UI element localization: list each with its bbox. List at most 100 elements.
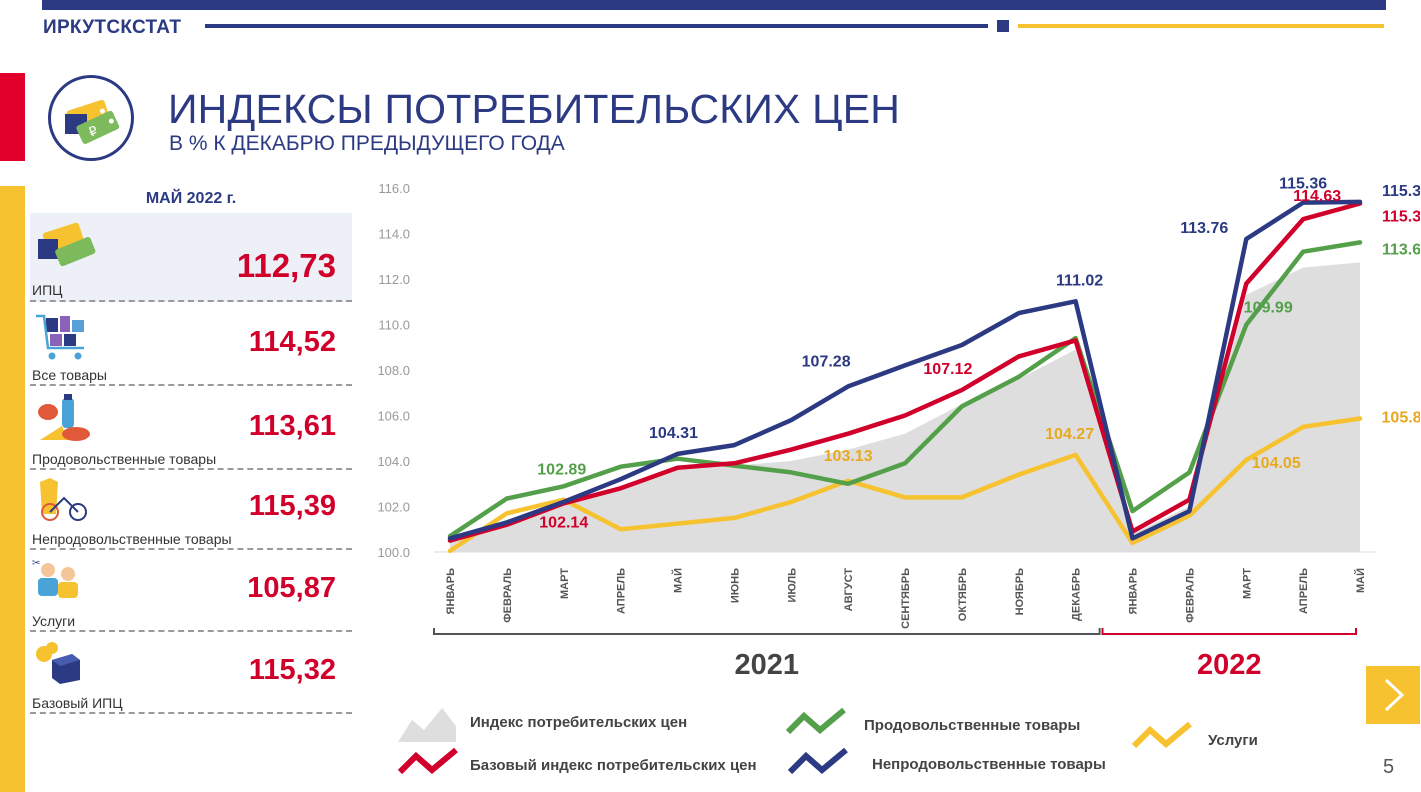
- cpi-line-chart: 100.0 102.0 104.0 106.0 108.0 110.0 112.0 114.0…: [377, 176, 1420, 681]
- data-label: 113.61: [1382, 241, 1420, 258]
- x-tick-label: ОКТЯБРЬ: [957, 568, 969, 621]
- sidebar-item-nonfood: 115,39 Непродовольственные товары: [30, 470, 352, 550]
- data-label: 103.13: [824, 448, 873, 465]
- data-label: 105.87: [1382, 409, 1420, 426]
- x-tick-label: ДЕКАБРЬ: [1071, 568, 1083, 621]
- y-tick-label: 104.0: [377, 454, 410, 469]
- data-label: 102.14: [539, 514, 588, 531]
- x-tick-label: АВГУСТ: [843, 568, 855, 612]
- sidebar-value-nonfood: 115,39: [248, 490, 336, 522]
- legend-core: Базовый индекс потребительских цен: [470, 757, 757, 774]
- sidebar-value-services: 105,87: [247, 572, 336, 604]
- data-label: 107.28: [802, 353, 851, 370]
- sidebar-value-all-goods: 114,52: [248, 326, 336, 358]
- legend-services: Услуги: [1208, 732, 1258, 749]
- legend-nonfood: Непродовольственные товары: [872, 756, 1106, 773]
- series-line-4: [447, 416, 1363, 554]
- data-label: 104.31: [649, 425, 698, 442]
- brand-name: ИРКУТСКСТАТ: [43, 17, 182, 38]
- sidebar-label-services: Услуги: [32, 613, 76, 629]
- legend-core-symbol: [396, 746, 460, 781]
- yellow-tab: [0, 186, 25, 792]
- red-tab: [0, 73, 25, 161]
- x-tick-label: АПРЕЛЬ: [616, 568, 628, 614]
- brand-line-yellow: [1018, 24, 1384, 28]
- x-tick-label: ФЕВРАЛЬ: [1184, 568, 1196, 623]
- data-label: 102.89: [537, 461, 586, 478]
- next-slide-button[interactable]: [1366, 666, 1420, 724]
- x-tick-label: НОЯБРЬ: [1014, 568, 1026, 616]
- sidebar-item-services: ✂ 105,87 Услуги: [30, 552, 352, 632]
- year-label: 2021: [735, 649, 800, 681]
- data-label: 104.05: [1252, 455, 1301, 472]
- series-area-cpi: [450, 262, 1360, 552]
- sidebar-label-nonfood: Непродовольственные товары: [32, 531, 232, 547]
- x-tick-label: ИЮЛЬ: [786, 568, 798, 603]
- data-label: 109.99: [1244, 300, 1293, 317]
- y-tick-label: 114.0: [378, 227, 410, 242]
- coins-box-icon: [32, 642, 86, 691]
- data-label: 107.12: [923, 361, 972, 378]
- y-tick-label: 106.0: [377, 409, 410, 424]
- top-bar: [42, 0, 1386, 10]
- page-title: ИНДЕКСЫ ПОТРЕБИТЕЛЬСКИХ ЦЕН: [168, 86, 901, 132]
- svg-text:✂: ✂: [32, 558, 40, 569]
- sidebar-value-core-cpi: 115,32: [248, 654, 336, 686]
- data-label: 115.36: [1279, 176, 1327, 193]
- food-icon: [34, 392, 94, 449]
- legend-nonfood-symbol: [786, 746, 850, 781]
- x-tick-label: МАРТ: [559, 568, 571, 599]
- y-tick-label: 112.0: [378, 272, 410, 287]
- brand-square: [997, 20, 1009, 32]
- data-label: 113.76: [1180, 220, 1228, 237]
- data-label: 114.63: [1293, 188, 1341, 205]
- x-tick-label: ФЕВРАЛЬ: [502, 568, 514, 623]
- legend-food: Продовольственные товары: [864, 717, 1081, 734]
- price-tags-icon: [34, 217, 100, 274]
- data-label: 111.02: [1056, 272, 1103, 289]
- x-tick-label: ЯНВАРЬ: [445, 568, 457, 615]
- legend-cpi-symbol: [398, 704, 458, 747]
- sidebar-label-food: Продовольственные товары: [32, 451, 217, 467]
- page-number: 5: [1383, 756, 1395, 778]
- sidebar-label-core-cpi: Базовый ИПЦ: [32, 695, 123, 711]
- chevron-right-icon: [1384, 678, 1405, 712]
- sidebar-item-core-cpi: 115,32 Базовый ИПЦ: [30, 634, 352, 714]
- sidebar-label-all-goods: Все товары: [32, 367, 107, 383]
- clothes-bicycle-icon: [34, 474, 94, 529]
- services-people-icon: ✂: [32, 556, 86, 609]
- x-tick-label: АПРЕЛЬ: [1298, 568, 1310, 614]
- year-label: 2022: [1197, 649, 1262, 681]
- sidebar-item-all-goods: 114,52 Все товары: [30, 306, 352, 386]
- page-subtitle: В % К ДЕКАБРЮ ПРЕДЫДУЩЕГО ГОДА: [169, 132, 565, 155]
- legend-services-symbol: [1130, 720, 1194, 755]
- sidebar-label-cpi: ИПЦ: [32, 282, 63, 298]
- legend-cpi: Индекс потребительских цен: [470, 714, 688, 731]
- y-tick-label: 102.0: [377, 500, 410, 515]
- brand-line-blue: [205, 24, 988, 28]
- y-tick-label: 110.0: [378, 318, 410, 333]
- sidebar-item-food: 113,61 Продовольственные товары: [30, 390, 352, 470]
- sidebar-value-food: 113,61: [248, 410, 336, 442]
- x-tick-label: СЕНТЯБРЬ: [900, 568, 912, 629]
- x-tick-label: МАРТ: [1241, 568, 1253, 599]
- y-tick-label: 116.0: [378, 181, 410, 196]
- year-bracket: [1101, 628, 1357, 635]
- y-tick-label: 108.0: [377, 363, 410, 378]
- y-tick-label: 100.0: [377, 545, 410, 560]
- sidebar-value-cpi: 112,73: [236, 247, 336, 284]
- data-label: 115.39: [1382, 183, 1420, 200]
- x-tick-label: ЯНВАРЬ: [1128, 568, 1140, 615]
- data-label: 115.32: [1382, 208, 1420, 225]
- sidebar-item-cpi: 112,73 ИПЦ: [30, 213, 352, 302]
- shopping-cart-icon: [34, 312, 94, 367]
- data-label: 104.27: [1045, 426, 1094, 443]
- year-bracket: [433, 628, 1101, 635]
- x-tick-label: ИЮНЬ: [729, 568, 741, 603]
- legend-food-symbol: [784, 706, 848, 741]
- sidebar-header: МАЙ 2022 г.: [145, 190, 237, 207]
- series-line-3: [447, 199, 1363, 541]
- price-tags-icon: ₽: [48, 75, 134, 161]
- x-tick-label: МАЙ: [1354, 568, 1367, 593]
- x-tick-label: МАЙ: [672, 568, 685, 593]
